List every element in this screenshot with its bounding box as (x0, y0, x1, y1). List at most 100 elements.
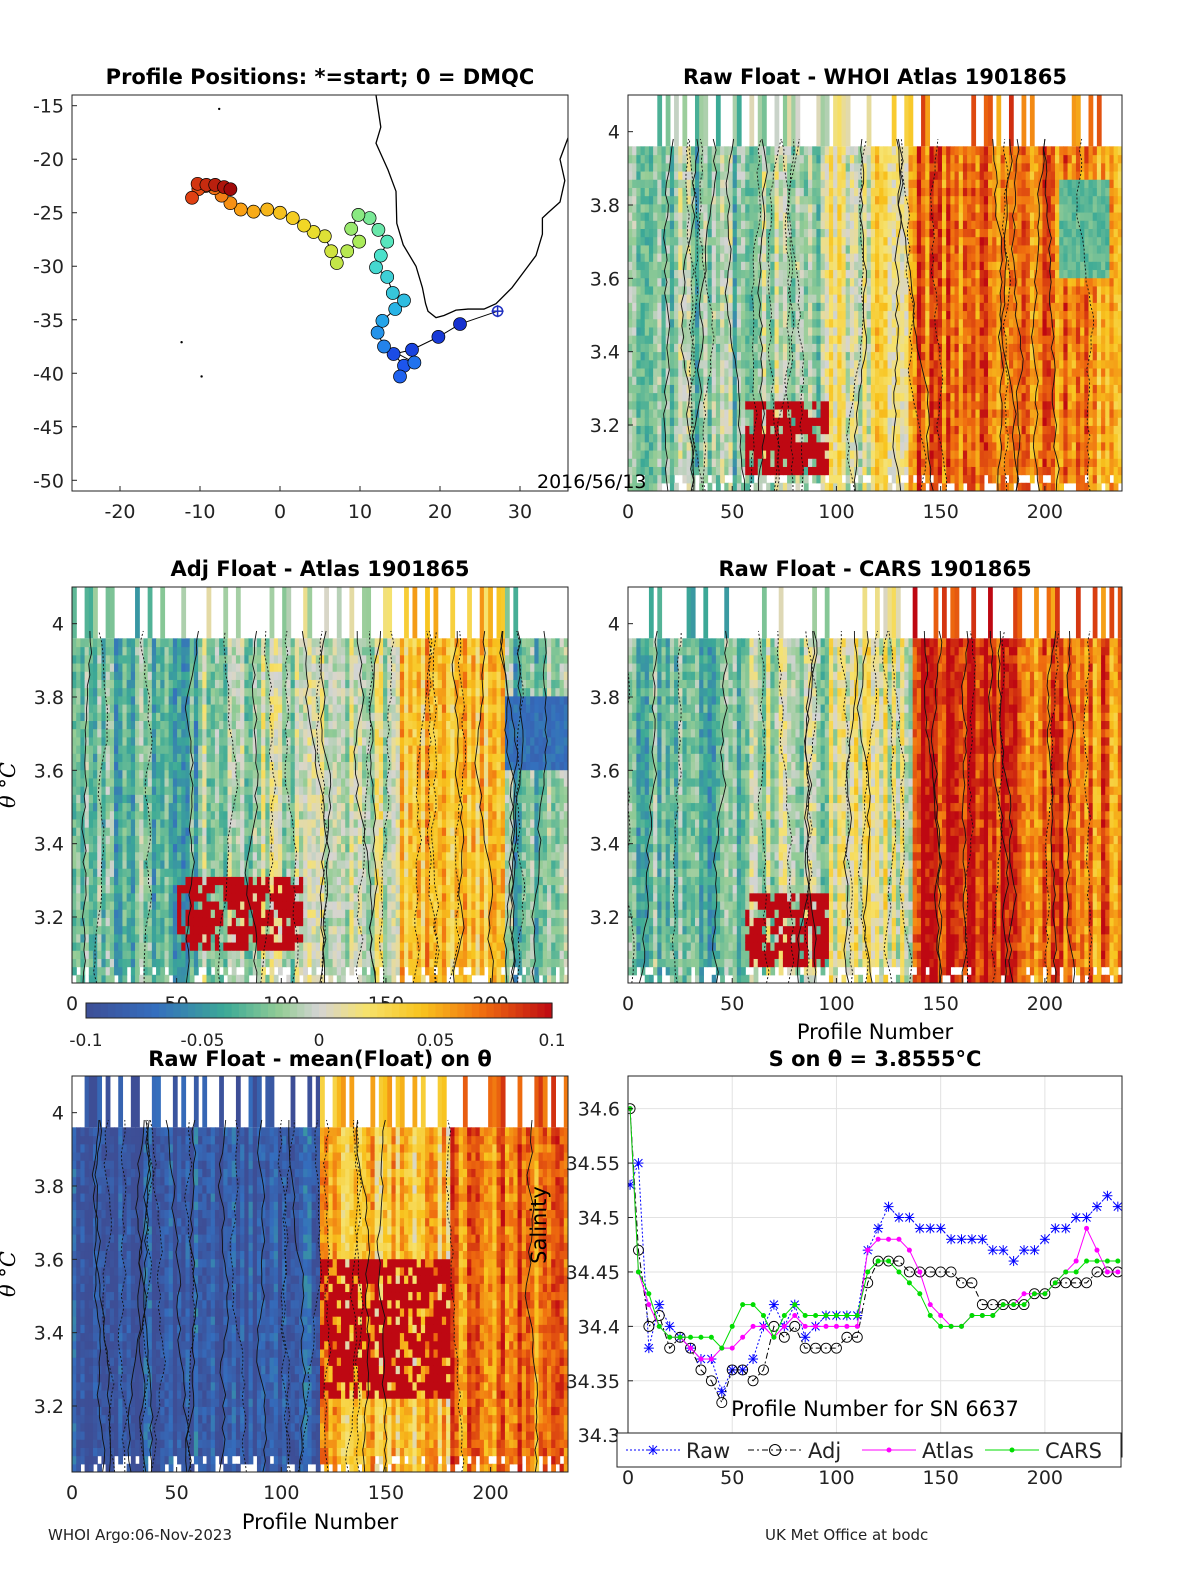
heatmap-cell (640, 179, 646, 188)
heatmap-cell (845, 376, 851, 385)
heatmap-cell (1075, 458, 1081, 467)
heatmap-cell (749, 417, 755, 426)
heatmap-cell (891, 187, 897, 197)
heatmap-cell (1013, 433, 1018, 443)
heatmap-cell (1008, 187, 1014, 197)
heatmap-cell (636, 195, 642, 205)
heatmap-cell (787, 441, 792, 451)
heatmap-cell (711, 220, 717, 229)
heatmap-cell (749, 277, 755, 287)
heatmap-cell (1075, 228, 1081, 238)
heatmap-cell (766, 376, 771, 385)
heatmap-cell (808, 417, 813, 426)
heatmap-cell (858, 211, 864, 221)
heatmap-cell (724, 335, 730, 344)
heatmap-cell (958, 220, 964, 229)
heatmap-cell (787, 95, 792, 147)
heatmap-cell (941, 376, 947, 385)
heatmap-cell (950, 417, 956, 426)
heatmap-cell (1059, 294, 1064, 303)
heatmap-cell (1109, 408, 1115, 418)
heatmap-cell (694, 154, 700, 164)
heatmap-cell (632, 482, 637, 491)
heatmap-cell (1025, 417, 1031, 426)
heatmap-cell (1084, 417, 1090, 426)
heatmap-cell (937, 154, 943, 164)
heatmap-cell (983, 326, 989, 336)
heatmap-cell (933, 400, 939, 410)
heatmap-cell (795, 359, 801, 369)
heatmap-cell (703, 187, 709, 197)
heatmap-cell (766, 195, 771, 205)
heatmap-cell (1113, 343, 1119, 353)
heatmap-cell (883, 146, 889, 156)
heatmap-cell (1004, 351, 1010, 361)
heatmap-cell (992, 466, 998, 476)
heatmap-cell (1109, 228, 1115, 238)
heatmap-cell (1067, 220, 1073, 229)
heatmap-cell (674, 162, 679, 172)
heatmap-cell (636, 326, 642, 336)
heatmap-cell (904, 441, 910, 451)
heatmap-cell (908, 154, 914, 164)
heatmap-cell (849, 400, 855, 410)
heatmap-cell (1000, 146, 1006, 156)
heatmap-cell (636, 277, 642, 287)
heatmap-cell (1096, 228, 1102, 238)
heatmap-cell (941, 482, 947, 491)
heatmap-cell (669, 211, 675, 221)
heatmap-cell (694, 294, 700, 303)
heatmap-cell (900, 294, 905, 303)
heatmap-cell (808, 187, 813, 197)
heatmap-cell (1088, 269, 1094, 279)
heatmap-cell (648, 236, 654, 246)
heatmap-cell (833, 170, 838, 180)
heatmap-cell (1042, 162, 1048, 172)
heatmap-cell (1038, 417, 1044, 426)
heatmap-cell (782, 211, 788, 221)
heatmap-cell (657, 392, 663, 402)
heatmap-cell (778, 326, 784, 336)
heatmap-cell (1038, 384, 1044, 394)
heatmap-cell (632, 474, 637, 484)
heatmap-cell (849, 458, 855, 467)
heatmap-cell (816, 425, 822, 435)
heatmap-cell (1117, 269, 1122, 279)
heatmap-cell (812, 302, 817, 312)
heatmap-cell (879, 458, 884, 467)
heatmap-cell (648, 203, 654, 213)
heatmap-cell (728, 146, 734, 156)
heatmap-cell (653, 367, 658, 377)
heatmap-cell (841, 294, 847, 303)
heatmap-cell (1075, 162, 1081, 172)
heatmap-cell (657, 433, 663, 443)
heatmap-cell (958, 244, 964, 254)
heatmap-cell (648, 187, 654, 197)
heatmap-cell (824, 95, 830, 147)
heatmap-cell (661, 220, 667, 229)
heatmap-cell (904, 335, 910, 344)
heatmap-cell (1046, 384, 1052, 394)
heatmap-cell (774, 367, 780, 377)
heatmap-cell (732, 261, 738, 271)
heatmap-cell (1029, 425, 1035, 435)
heatmap-cell (774, 458, 780, 467)
heatmap-cell (1088, 261, 1094, 271)
heatmap-cell (820, 154, 826, 164)
heatmap-cell (640, 162, 646, 172)
heatmap-cell (971, 310, 977, 320)
heatmap-cell (1075, 318, 1081, 328)
heatmap-cell (1059, 146, 1064, 156)
heatmap-cell (866, 211, 872, 221)
heatmap-cell (1029, 466, 1035, 476)
heatmap-cell (1038, 170, 1044, 180)
heatmap-cell (937, 433, 943, 443)
heatmap-cell (862, 335, 868, 344)
heatmap-cell (653, 228, 658, 238)
heatmap-cell (669, 482, 675, 491)
heatmap-cell (875, 482, 880, 491)
heatmap-cell (703, 417, 709, 426)
heatmap-cell (841, 228, 847, 238)
heatmap-cell (653, 400, 658, 410)
heatmap-cell (628, 244, 633, 254)
